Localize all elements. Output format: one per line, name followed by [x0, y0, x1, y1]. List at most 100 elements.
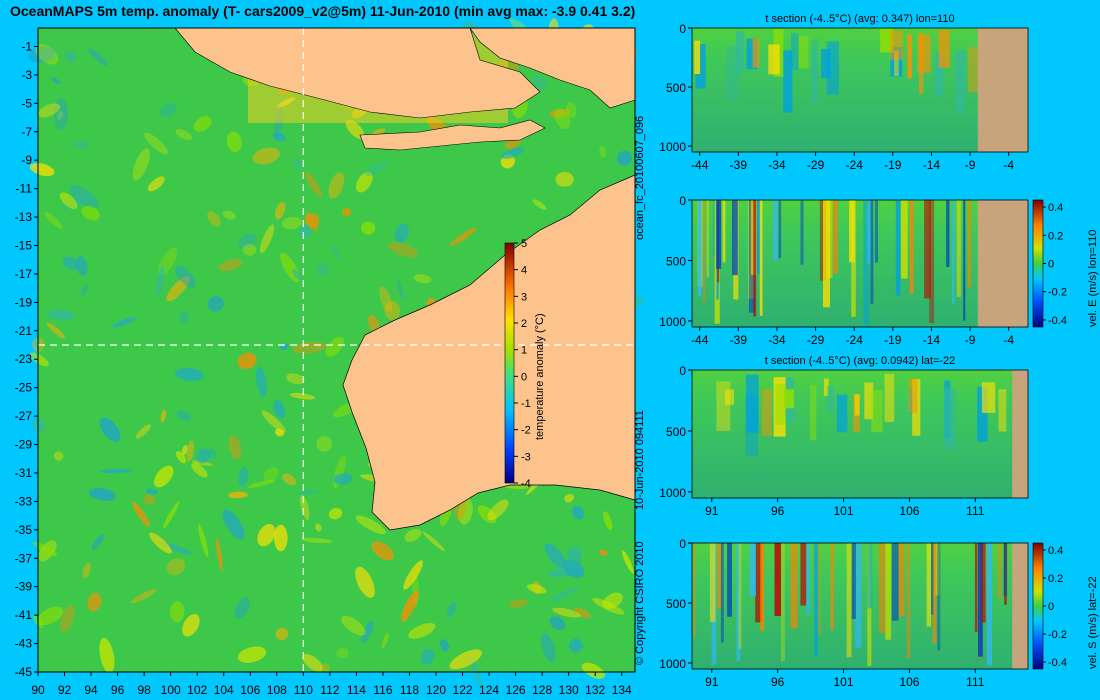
map-y-tick-label: -39 [15, 580, 33, 594]
section-x-tick-label: 91 [705, 504, 719, 518]
section-streak [855, 543, 862, 648]
colorbar-tick-label: 1 [521, 345, 527, 357]
section-streak [900, 200, 908, 279]
anomaly-patch [274, 428, 285, 437]
section-streak [805, 543, 811, 615]
anomaly-patch [81, 205, 100, 221]
section-y-tick-label: 0 [679, 364, 686, 378]
section-streak [693, 543, 696, 638]
anomaly-patch [384, 301, 401, 321]
anomaly-patch [379, 286, 393, 313]
section-streak [814, 543, 818, 658]
section-land [1012, 543, 1028, 669]
anomaly-patch [367, 315, 380, 334]
section-streak [894, 50, 899, 77]
anomaly-patch [59, 192, 78, 210]
anomaly-patch [272, 132, 286, 142]
section-streak [884, 373, 895, 422]
section-streak [863, 200, 870, 326]
anomaly-patch [449, 227, 477, 247]
section-streak [800, 200, 804, 265]
section-x-tick-label: 101 [834, 504, 854, 518]
section-streak [912, 379, 921, 436]
anomaly-patch [567, 545, 582, 561]
anomaly-patch [569, 638, 583, 653]
section-streak [907, 34, 913, 79]
anomaly-patch [420, 648, 435, 665]
anomaly-patch [53, 451, 64, 461]
anomaly-patch [381, 632, 389, 649]
anomaly-patch [332, 244, 340, 261]
land-sumatra-java [174, 27, 541, 119]
anomaly-patch [371, 541, 394, 561]
anomaly-patch [53, 97, 69, 130]
colorbar-tick-label: 2 [521, 318, 527, 330]
anomaly-patch [286, 373, 305, 385]
anomaly-patch [144, 132, 168, 155]
map-y-tick-label: -33 [15, 494, 33, 508]
anomaly-patch [342, 207, 351, 217]
anomaly-patch [297, 489, 320, 496]
section-streak [870, 200, 874, 304]
colorbar-tick-label: 3 [521, 291, 527, 303]
anomaly-patch [299, 494, 310, 520]
map-y-tick-label: -43 [15, 637, 33, 651]
map-y-tick-label: -3 [21, 68, 32, 82]
anomaly-patch [238, 466, 249, 487]
section-streak [833, 200, 838, 274]
anomaly-patch [282, 473, 297, 486]
map-x-tick-label: 132 [585, 683, 605, 697]
anomaly-patch [487, 499, 509, 521]
anomaly-patch [355, 515, 387, 535]
anomaly-patch [263, 467, 279, 482]
anomaly-patch [247, 479, 275, 488]
colorbar-tick-label: -0.2 [1048, 629, 1067, 641]
colorbar-tick-label: 0.4 [1048, 545, 1063, 557]
anomaly-patch [598, 549, 609, 556]
anomaly-patch [228, 435, 242, 460]
section-field [692, 200, 1028, 327]
anomaly-patch [581, 662, 605, 679]
section-streak [851, 543, 856, 619]
section-x-tick-label: 91 [705, 675, 719, 689]
anomaly-patch [500, 147, 524, 159]
anomaly-patch [603, 511, 613, 531]
anomaly-patch [532, 75, 547, 91]
anomaly-patch [181, 444, 188, 456]
anomaly-patch [216, 538, 223, 572]
anomaly-patch [143, 494, 155, 505]
section-streak [908, 378, 918, 414]
anomaly-patch [274, 201, 286, 220]
anomaly-patch [166, 275, 190, 302]
section-streak [864, 382, 874, 420]
section-x-tick-label: -29 [807, 158, 825, 172]
section-y-tick-label: 0 [679, 537, 686, 551]
section-streak [709, 543, 716, 622]
section-streak [826, 41, 839, 95]
anomaly-patch [99, 417, 121, 442]
section-land [977, 28, 1028, 152]
colorbar-tick-label: -1 [521, 398, 531, 410]
section-streak [846, 543, 852, 658]
anomaly-patch [316, 264, 328, 276]
anomaly-patch [304, 171, 323, 197]
section-streak [773, 200, 778, 261]
anomaly-patch [574, 607, 591, 619]
anomaly-patch [305, 212, 318, 232]
map-y-tick-label: -5 [21, 96, 32, 110]
anomaly-patch [160, 103, 178, 117]
anomaly-patch [135, 424, 151, 439]
anomaly-patch [301, 537, 333, 543]
anomaly-patch [355, 566, 375, 598]
map-panel: 90 92 94 96 98 100 102 104 106 108 110 112 114 116 118… [15, 18, 645, 697]
page-title: OceanMAPS 5m temp. anomaly (T- cars2009_… [10, 3, 636, 19]
anomaly-patch [396, 279, 405, 300]
anomaly-patch [394, 223, 409, 243]
section-x-tick-label: -24 [846, 333, 864, 347]
anomaly-patch [273, 524, 288, 552]
section-streak [963, 200, 966, 321]
anomaly-patch [449, 649, 483, 670]
anomaly-patch [532, 199, 547, 210]
anomaly-patch [315, 523, 322, 532]
anomaly-patch [81, 284, 88, 296]
